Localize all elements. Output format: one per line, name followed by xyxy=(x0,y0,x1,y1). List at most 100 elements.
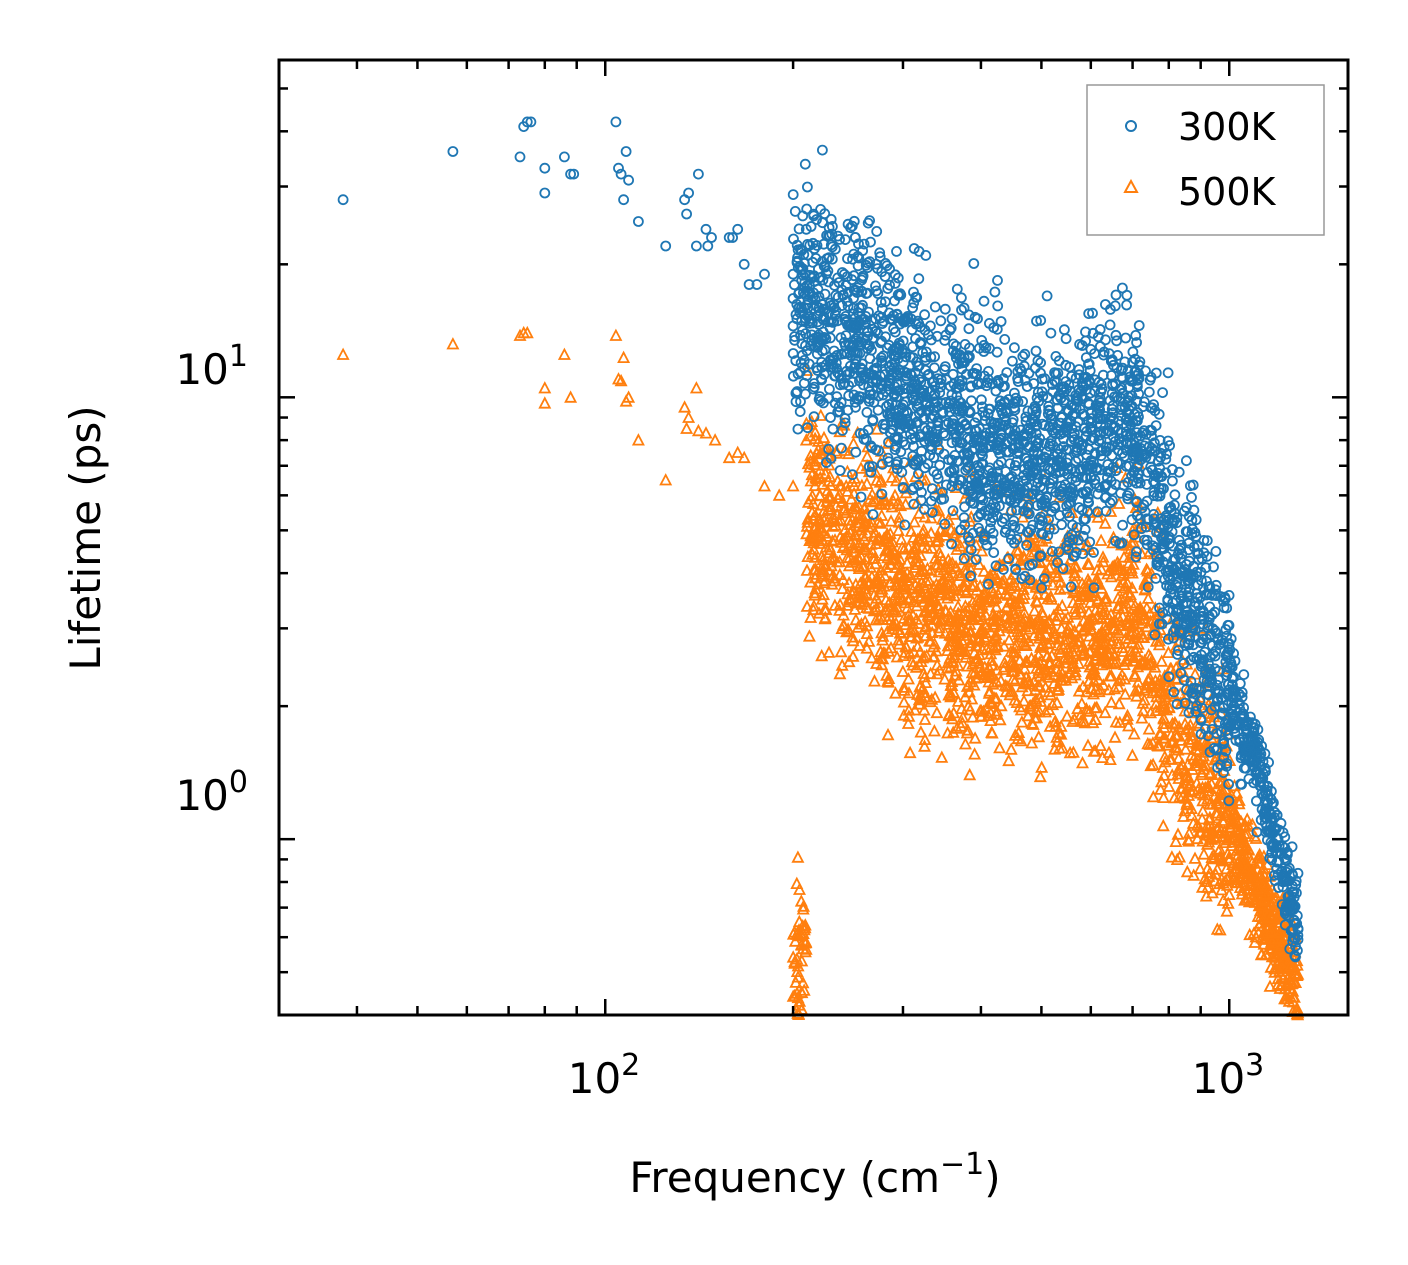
point-300k xyxy=(1243,735,1254,746)
point-300k xyxy=(1073,534,1084,546)
point-300k xyxy=(1228,671,1239,683)
point-500k xyxy=(1257,911,1271,925)
point-300k xyxy=(864,367,876,379)
point-300k xyxy=(1036,386,1048,398)
point-500k xyxy=(897,569,911,582)
point-500k xyxy=(1074,707,1088,721)
point-500k xyxy=(1009,543,1023,556)
point-500k xyxy=(968,664,982,678)
point-300k xyxy=(964,433,975,445)
point-300k xyxy=(969,424,981,436)
point-500k xyxy=(1014,667,1028,680)
point-300k xyxy=(987,436,998,448)
point-500k xyxy=(941,568,955,581)
point-500k xyxy=(1173,850,1187,863)
point-500k xyxy=(942,708,956,722)
point-500k xyxy=(1135,630,1149,643)
point-300k xyxy=(1132,381,1143,393)
point-500k xyxy=(788,925,801,938)
point-300k xyxy=(1175,628,1187,639)
point-300k xyxy=(847,308,859,320)
point-300k xyxy=(568,168,580,180)
point-300k xyxy=(818,368,830,380)
point-500k xyxy=(1029,655,1043,668)
point-500k xyxy=(838,501,852,514)
point-500k xyxy=(1146,736,1160,749)
point-500k xyxy=(1175,781,1189,795)
point-300k xyxy=(1120,332,1132,344)
point-500k xyxy=(1090,563,1104,576)
point-500k xyxy=(951,599,965,612)
point-500k xyxy=(952,637,966,650)
point-300k xyxy=(1104,319,1116,331)
point-300k xyxy=(1200,562,1212,574)
point-300k xyxy=(814,272,826,284)
point-300k xyxy=(1083,358,1094,370)
point-300k xyxy=(1287,869,1298,881)
point-500k xyxy=(929,557,942,571)
point-500k xyxy=(833,529,847,543)
point-500k xyxy=(809,582,823,595)
point-300k xyxy=(1021,539,1032,551)
point-300k xyxy=(1106,354,1118,366)
point-500k xyxy=(954,568,968,581)
point-300k xyxy=(947,368,959,380)
point-300k xyxy=(1168,686,1180,698)
point-500k xyxy=(990,639,1004,653)
point-500k xyxy=(1074,600,1088,614)
point-500k xyxy=(1238,893,1252,906)
point-500k xyxy=(1186,816,1200,829)
point-500k xyxy=(1042,670,1056,683)
point-500k xyxy=(864,560,877,573)
point-300k xyxy=(1087,307,1098,319)
point-500k xyxy=(1125,748,1139,761)
point-300k xyxy=(1076,340,1088,351)
point-300k xyxy=(860,434,872,446)
point-300k xyxy=(1045,435,1057,447)
point-500k xyxy=(1169,834,1183,847)
point-500k xyxy=(1098,705,1112,719)
point-500k xyxy=(979,619,993,633)
point-300k xyxy=(995,316,1007,327)
point-500k xyxy=(1156,818,1170,832)
point-500k xyxy=(1291,967,1305,980)
point-500k xyxy=(1060,709,1074,722)
point-500k xyxy=(1197,762,1211,775)
point-300k xyxy=(1043,440,1055,452)
point-500k xyxy=(1188,851,1202,864)
point-500k xyxy=(1021,683,1035,697)
point-500k xyxy=(1033,679,1047,692)
point-500k xyxy=(1222,869,1236,882)
point-500k xyxy=(1084,595,1097,608)
point-500k xyxy=(1108,730,1122,743)
point-500k xyxy=(1104,569,1118,583)
point-300k xyxy=(1130,551,1142,563)
point-300k xyxy=(834,233,845,245)
point-500k xyxy=(916,681,930,694)
point-300k xyxy=(1235,778,1247,790)
point-500k xyxy=(1032,729,1046,743)
point-300k xyxy=(1252,724,1264,735)
point-500k xyxy=(902,672,915,685)
point-300k xyxy=(1073,364,1085,375)
point-500k xyxy=(1109,654,1123,667)
point-300k xyxy=(723,232,735,243)
point-500k xyxy=(1036,616,1050,629)
point-300k xyxy=(1098,425,1109,437)
point-300k xyxy=(1191,588,1203,599)
point-500k xyxy=(1226,805,1240,819)
point-300k xyxy=(988,547,1000,558)
point-300k xyxy=(861,406,873,418)
point-300k xyxy=(1140,365,1151,377)
point-500k xyxy=(1094,738,1107,751)
point-300k xyxy=(839,417,851,429)
point-500k xyxy=(1193,861,1207,875)
point-500k xyxy=(758,479,771,492)
point-500k xyxy=(612,372,625,385)
point-500k xyxy=(1069,560,1083,573)
point-500k xyxy=(1151,738,1165,751)
point-500k xyxy=(948,648,962,661)
point-300k xyxy=(539,187,551,199)
point-500k xyxy=(1193,738,1207,751)
point-300k xyxy=(1088,582,1100,594)
